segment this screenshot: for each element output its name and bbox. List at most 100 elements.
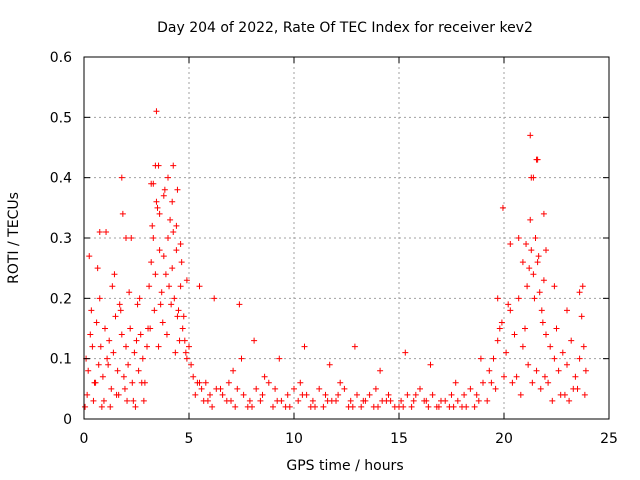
data-point — [219, 391, 226, 398]
data-point — [172, 349, 179, 356]
data-point — [433, 403, 440, 410]
data-point — [115, 391, 122, 398]
y-tick-label: 0 — [63, 412, 72, 428]
data-point — [253, 385, 260, 392]
data-point — [523, 241, 530, 248]
data-point — [534, 259, 541, 266]
data-point — [95, 361, 102, 368]
data-point — [217, 385, 224, 392]
y-tick-label: 0.5 — [50, 110, 72, 126]
data-point — [207, 391, 213, 398]
data-point — [188, 361, 195, 368]
y-tick-label: 0.6 — [50, 50, 72, 66]
data-point — [102, 325, 108, 332]
y-tick-label: 0.4 — [50, 171, 72, 187]
data-point — [494, 337, 501, 344]
data-point — [578, 313, 585, 320]
data-point — [402, 349, 409, 356]
data-point — [274, 397, 281, 404]
data-point — [284, 391, 291, 398]
data-point — [82, 403, 89, 410]
data-point — [527, 132, 534, 139]
data-point — [429, 391, 436, 398]
data-point — [572, 373, 579, 380]
data-point — [326, 361, 333, 368]
data-point — [98, 403, 105, 410]
data-point — [156, 247, 163, 254]
data-point — [88, 307, 95, 314]
data-point — [150, 180, 157, 187]
data-point — [152, 271, 159, 278]
data-point — [515, 235, 522, 241]
data-point — [232, 403, 239, 410]
data-point — [582, 367, 589, 374]
data-point — [543, 247, 549, 254]
data-point — [106, 337, 113, 344]
data-point — [128, 235, 135, 241]
data-point — [109, 283, 116, 290]
data-point — [530, 271, 537, 278]
data-point — [162, 271, 169, 278]
data-point — [459, 403, 465, 410]
data-point — [112, 313, 119, 320]
data-point — [438, 397, 444, 404]
data-point — [135, 367, 142, 374]
data-point — [163, 331, 170, 338]
data-point — [427, 361, 434, 368]
data-point — [149, 222, 156, 229]
data-point — [119, 210, 126, 217]
x-tick-label: 0 — [80, 431, 89, 447]
data-point — [425, 403, 432, 410]
data-point — [225, 379, 232, 386]
data-point — [156, 210, 163, 217]
data-point — [159, 319, 166, 326]
data-point — [99, 373, 106, 380]
y-tick-label: 0.1 — [50, 352, 72, 368]
data-point — [139, 355, 146, 362]
data-point — [461, 391, 468, 398]
data-point — [345, 403, 352, 410]
data-point — [230, 367, 237, 374]
data-point — [555, 367, 562, 374]
x-tick-label: 25 — [600, 431, 618, 447]
data-point — [354, 391, 360, 398]
data-point — [525, 361, 532, 368]
data-point — [158, 289, 165, 296]
data-point — [408, 403, 415, 410]
data-point — [130, 397, 137, 404]
data-point — [454, 397, 461, 404]
data-point — [261, 373, 268, 380]
data-point — [347, 397, 354, 404]
data-point — [291, 385, 297, 392]
data-point — [129, 379, 136, 386]
data-point — [541, 373, 548, 380]
data-point — [173, 222, 180, 229]
data-point — [127, 325, 134, 332]
data-point — [509, 379, 516, 386]
data-point — [337, 379, 344, 386]
data-point — [160, 253, 167, 260]
data-point — [84, 391, 91, 398]
data-point — [114, 367, 121, 374]
data-point — [549, 397, 556, 404]
data-point — [351, 343, 358, 350]
data-point — [529, 379, 536, 386]
data-point — [385, 391, 392, 398]
data-point — [517, 391, 524, 398]
data-point — [86, 253, 93, 260]
data-point — [97, 343, 104, 350]
data-point — [299, 391, 306, 398]
data-point — [170, 162, 177, 169]
data-point — [110, 349, 117, 356]
data-point — [372, 385, 379, 392]
data-point — [103, 228, 110, 235]
data-point — [530, 174, 537, 181]
data-point — [200, 397, 207, 404]
data-point — [398, 397, 405, 404]
data-point — [117, 307, 124, 314]
data-point — [136, 295, 143, 302]
data-point — [126, 289, 133, 296]
data-point — [533, 367, 540, 374]
data-point — [177, 283, 184, 290]
data-point — [155, 343, 162, 350]
